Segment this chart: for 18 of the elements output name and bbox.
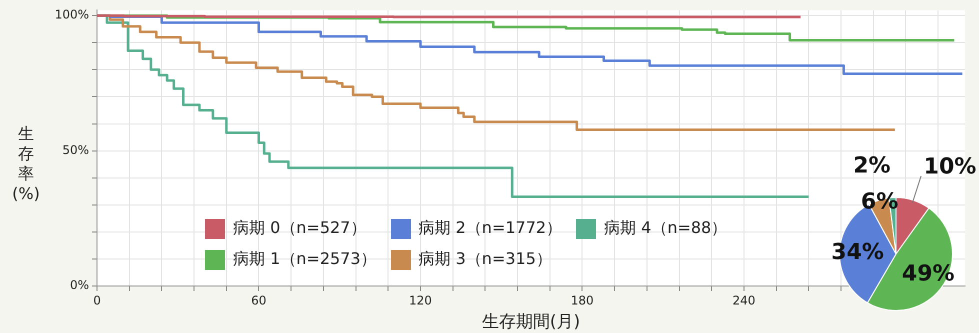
y-axis-title: 生存率(%) (12, 124, 40, 204)
y-tick-label: 100% (54, 8, 89, 22)
legend-label: 病期 1（n=2573） (233, 249, 377, 270)
legend-label: 病期 4（n=88） (604, 218, 728, 239)
data-label: 2% (853, 153, 891, 178)
legend-label: 病期 2（n=1772） (418, 218, 562, 239)
x-tick-label: 60 (251, 293, 266, 308)
x-tick-label: 0 (93, 293, 101, 308)
data-label: 10% (924, 154, 976, 180)
data-label: 6% (860, 190, 898, 215)
x-tick-label: 180 (570, 293, 594, 308)
y-tick-label: 0% (70, 278, 89, 292)
x-tick-label: 120 (409, 293, 432, 308)
legend-label: 病期 3（n=315） (418, 249, 552, 270)
legend-label: 病期 0（n=527） (233, 218, 366, 239)
y-tick-label: 50% (62, 142, 89, 157)
x-tick-label: 240 (732, 293, 756, 308)
x-axis-title: 生存期間(月) (482, 312, 580, 332)
